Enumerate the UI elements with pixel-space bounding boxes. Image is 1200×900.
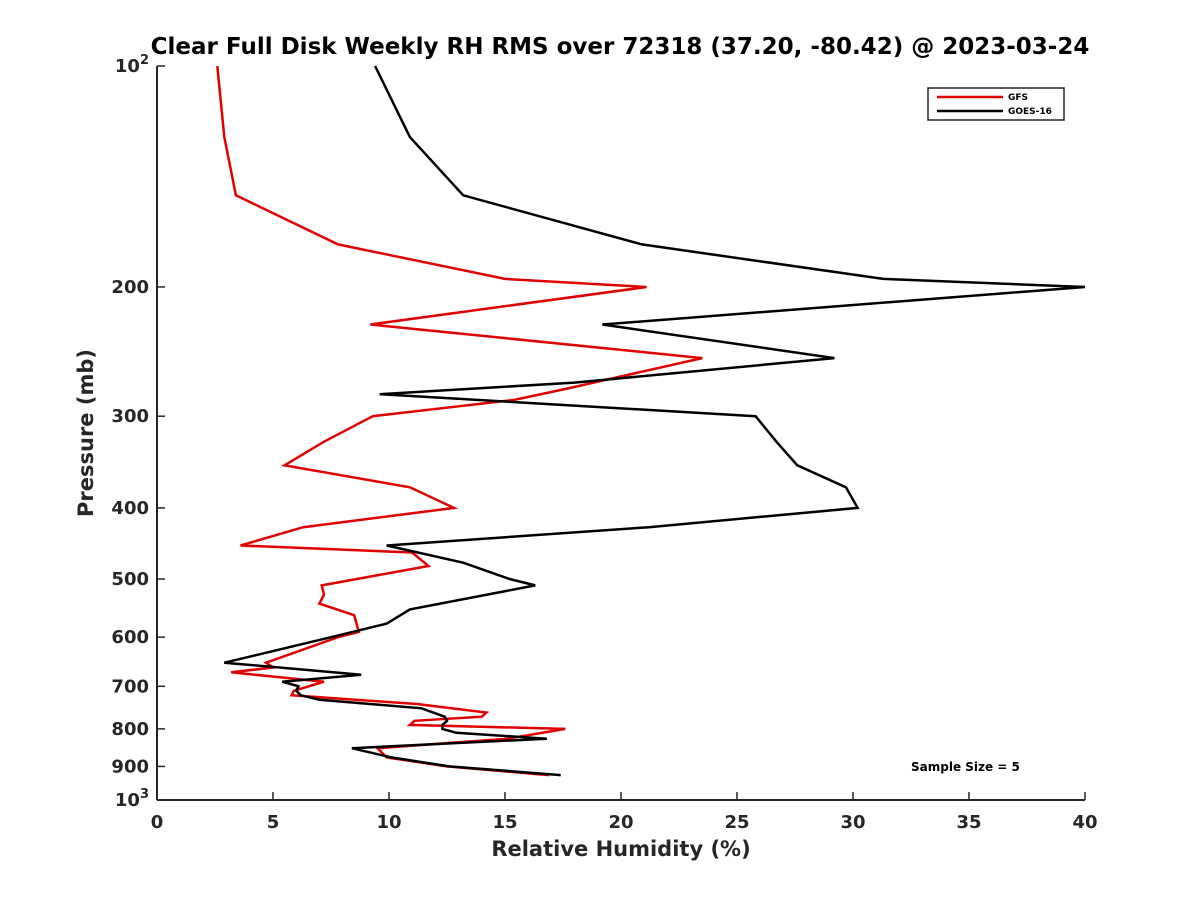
x-tick-label: 20 (608, 812, 633, 833)
x-axis-label: Relative Humidity (%) (491, 837, 750, 861)
y-tick-label: 400 (111, 498, 149, 519)
y-tick-label: 800 (111, 719, 149, 740)
x-tick-label: 10 (376, 812, 401, 833)
series-line-gfs (216, 65, 703, 777)
x-tick-label: 30 (840, 812, 865, 833)
y-tick-label: 300 (111, 406, 149, 427)
x-tick-label: 15 (492, 812, 517, 833)
x-tick-label: 0 (151, 812, 164, 833)
y-tick-label: 102 (115, 53, 149, 77)
legend: GFS GOES-16 (927, 87, 1065, 121)
y-tick-label: 900 (111, 756, 149, 777)
y-tick-label: 200 (111, 277, 149, 298)
series-layer (216, 65, 1086, 777)
legend-label-gfs: GFS (1008, 93, 1028, 103)
y-tick-label: 700 (111, 676, 149, 697)
legend-label-goes16: GOES-16 (1008, 107, 1052, 117)
y-tick-label: 600 (111, 627, 149, 648)
y-tick-label: 500 (111, 569, 149, 590)
x-tick-label: 5 (267, 812, 280, 833)
y-ticks: 102 200 300 400 500 600 700 800 900 103 (111, 53, 165, 811)
y-tick-label: 103 (115, 787, 149, 811)
x-ticks: 0 5 10 15 20 25 30 35 40 (151, 792, 1098, 833)
x-tick-label: 35 (956, 812, 981, 833)
x-tick-label: 40 (1072, 812, 1097, 833)
chart-title: Clear Full Disk Weekly RH RMS over 72318… (151, 34, 1090, 60)
series-line-goes16 (224, 65, 1086, 777)
y-axis-label: Pressure (mb) (74, 349, 98, 517)
legend-box (927, 87, 1065, 121)
x-tick-label: 25 (724, 812, 749, 833)
sample-size-annotation: Sample Size = 5 (911, 760, 1020, 774)
